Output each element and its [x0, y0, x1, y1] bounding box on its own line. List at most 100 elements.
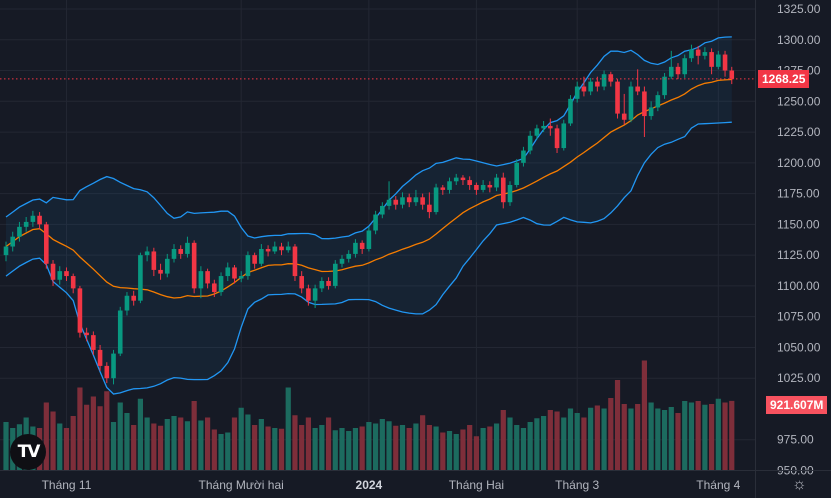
candle — [514, 159, 520, 188]
x-axis-label: Tháng Hai — [449, 478, 504, 492]
x-axis-label: Tháng 11 — [42, 478, 92, 492]
volume-bar — [137, 398, 143, 470]
volume-bar — [675, 413, 681, 470]
candle — [178, 245, 184, 259]
candle — [279, 242, 284, 256]
candle — [400, 192, 405, 209]
candle — [10, 231, 16, 252]
candle — [17, 221, 22, 242]
y-tick-label: 1150.00 — [777, 217, 820, 231]
gear-icon[interactable]: ☼ — [792, 476, 807, 493]
candle-body — [191, 242, 197, 289]
candle — [359, 240, 365, 254]
volume-bar — [473, 436, 479, 470]
volume-bar — [480, 428, 486, 470]
candle-body — [104, 365, 110, 379]
candle-body — [487, 184, 493, 188]
candle — [366, 226, 372, 252]
candle-body — [117, 310, 123, 354]
candle — [191, 240, 197, 294]
volume-bar — [77, 387, 83, 470]
volume-bar — [70, 416, 76, 470]
candle — [272, 241, 278, 254]
candle — [252, 252, 257, 269]
volume-bar — [520, 428, 527, 470]
candle — [44, 221, 49, 269]
y-tick-label: 1100.00 — [777, 279, 820, 293]
volume-bar — [695, 401, 701, 470]
candle-body — [138, 255, 143, 301]
candle-body — [306, 288, 311, 301]
candle — [494, 173, 499, 192]
volume-bar — [661, 410, 668, 470]
volume-bar — [709, 404, 715, 470]
candle-body — [689, 49, 694, 59]
tradingview-logo[interactable]: TV — [10, 434, 46, 470]
volume-bar — [648, 402, 654, 470]
candle — [111, 349, 116, 385]
candle — [225, 262, 231, 281]
candle — [655, 91, 661, 112]
candle-body — [252, 255, 257, 264]
volume-bar — [245, 414, 251, 470]
candle-body — [373, 214, 378, 231]
candle — [319, 277, 325, 293]
candle — [541, 120, 546, 133]
candle-body — [205, 271, 210, 284]
volume-bar — [621, 404, 627, 470]
candle-body — [279, 246, 284, 251]
volume-bar — [682, 401, 688, 470]
candle — [218, 272, 224, 296]
volume-bar — [292, 415, 298, 470]
candle — [144, 246, 150, 262]
candle-body — [467, 180, 472, 185]
candle-body — [70, 276, 76, 289]
volume-bar — [359, 426, 365, 470]
volume-bar — [319, 425, 325, 470]
volume-bar — [406, 428, 412, 470]
candle — [238, 271, 244, 283]
candle-body — [30, 215, 36, 222]
volume-bar — [635, 404, 641, 470]
candle-body — [581, 86, 587, 92]
candle-body — [595, 81, 600, 87]
y-tick-label: 1200.00 — [777, 156, 821, 170]
candle — [326, 277, 331, 290]
candle-body — [494, 177, 499, 188]
candle — [285, 241, 291, 253]
candle-body — [500, 177, 506, 203]
volume-bar — [393, 425, 399, 470]
volume-bar — [131, 425, 137, 470]
candle — [259, 244, 264, 267]
candle-body — [447, 181, 452, 190]
volume-bar — [63, 428, 70, 470]
volume-bar — [561, 417, 567, 470]
volume-bar — [554, 411, 560, 470]
candle — [393, 196, 399, 210]
volume-bar — [567, 408, 574, 470]
volume-bar — [90, 396, 96, 470]
volume-bar — [574, 413, 580, 470]
candle-body — [695, 49, 701, 56]
volume-bar — [399, 425, 406, 470]
candle-body — [144, 251, 150, 256]
candle — [353, 239, 358, 258]
candle — [346, 250, 352, 263]
candle — [561, 119, 567, 151]
volume-bar — [157, 425, 164, 470]
candle — [37, 212, 42, 230]
volume-bar — [668, 407, 674, 470]
candle-body — [568, 98, 573, 124]
candle — [548, 118, 553, 136]
volume-bar — [467, 425, 473, 470]
x-axis-label: Tháng 4 — [696, 478, 740, 492]
candle — [427, 192, 432, 219]
volume-bar — [265, 426, 271, 470]
candle-body — [400, 197, 405, 205]
volume-bar — [614, 380, 621, 470]
candle — [23, 216, 29, 232]
candle-body — [682, 58, 688, 75]
candle-body — [460, 177, 466, 181]
